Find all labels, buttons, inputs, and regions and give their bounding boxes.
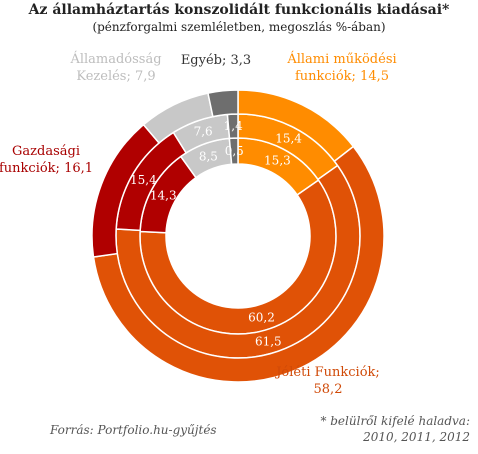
data-label-2010-0: 15,3 — [264, 154, 291, 168]
footnote-0: * belülről kifelé haladva: — [320, 414, 470, 428]
data-label-2010-3: 8,5 — [199, 149, 218, 163]
category-label-0-0: Állami működési — [286, 51, 396, 67]
source-note: Forrás: Portfolio.hu-gyűjtés — [49, 423, 217, 437]
data-label-2011-0: 15,4 — [275, 131, 302, 145]
data-label-2011-2: 15,4 — [130, 173, 157, 187]
data-label-2011-1: 61,5 — [255, 335, 282, 349]
category-label-3-1: Kezelés; 7,9 — [76, 69, 155, 84]
data-label-2011-4: 1,4 — [224, 119, 243, 133]
arc-2012-4 — [207, 89, 239, 118]
category-label-4-0: Egyéb; 3,3 — [181, 53, 251, 68]
category-label-1-0: Jóléti Funkciók; — [274, 365, 380, 380]
category-label-3-0: Államadósság — [69, 51, 161, 67]
chart-title: Az államháztartás konszolidált funkcioná… — [28, 2, 450, 18]
category-label-0-1: funkciók; 14,5 — [295, 69, 389, 84]
chart-subtitle: (pénzforgalmi szemléletben, megoszlás %-… — [92, 20, 386, 34]
data-label-2011-3: 7,6 — [194, 125, 213, 139]
data-label-2010-4: 0,5 — [225, 144, 244, 158]
category-label-1-1: 58,2 — [314, 382, 343, 397]
category-label-2-0: Gazdasági — [12, 144, 80, 159]
footnote-1: 2010, 2011, 2012 — [362, 430, 470, 444]
data-label-2010-2: 14,3 — [150, 189, 177, 203]
data-label-2010-1: 60,2 — [248, 311, 275, 325]
arc-2012-1 — [92, 145, 385, 383]
category-label-2-1: funkciók; 16,1 — [0, 161, 93, 176]
